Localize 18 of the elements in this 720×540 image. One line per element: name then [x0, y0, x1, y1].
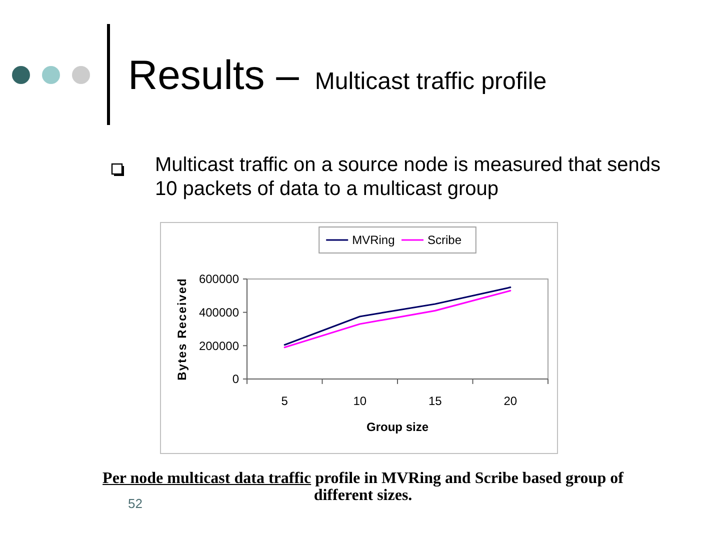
- y-tick-label: 600000: [198, 272, 240, 286]
- y-axis-title: Bytes Received: [175, 278, 189, 380]
- legend-label: Scribe: [428, 233, 462, 248]
- y-tick-label: 0: [232, 372, 240, 386]
- chart-title: Results –: [128, 52, 299, 98]
- y-tick-label: 200000: [198, 338, 240, 353]
- x-tick-label: 10: [353, 394, 367, 408]
- legend-label: MVRing: [352, 233, 395, 248]
- text: Per node multicast data traffic: [102, 470, 312, 487]
- x-tick-label: 5: [281, 394, 288, 408]
- text: profile in MVRing and Scribe based group of different sizes.: [314, 470, 624, 504]
- text: Multicast traffic on a source node is measured that sends 10 packets of data to a multicast group: [155, 154, 660, 200]
- x-axis-title: Group size: [366, 420, 429, 434]
- x-tick-label: 20: [504, 394, 518, 408]
- chart-subtitle: Multicast traffic profile: [314, 68, 547, 95]
- y-tick-label: 400000: [198, 306, 240, 320]
- text: 52: [128, 496, 142, 511]
- x-tick-label: 15: [428, 394, 442, 408]
